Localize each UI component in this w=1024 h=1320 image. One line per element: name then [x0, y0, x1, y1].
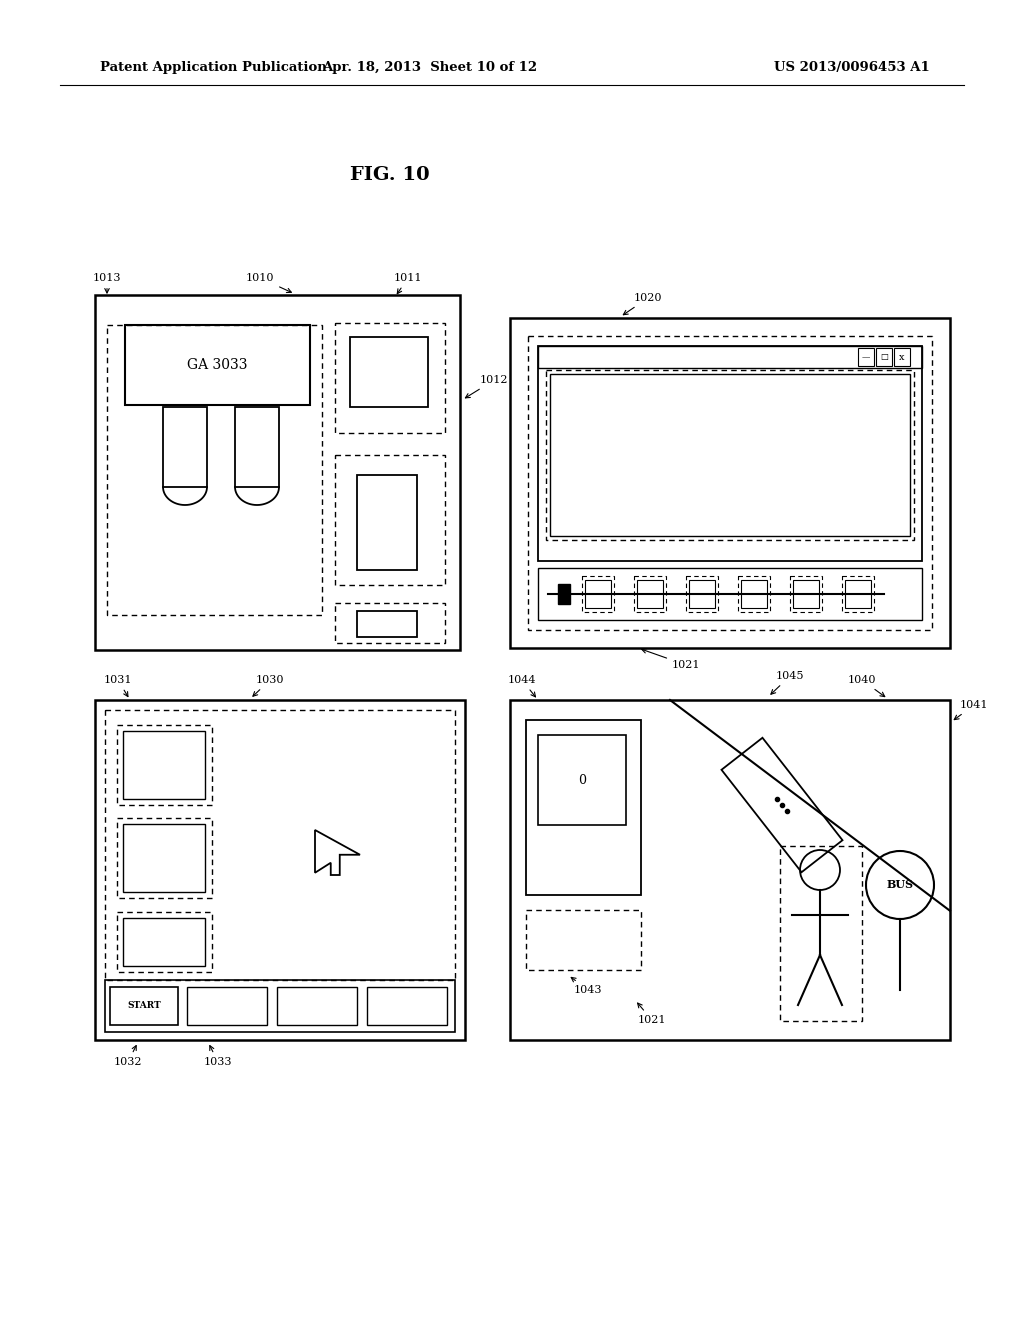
- Bar: [528, 337, 932, 630]
- Text: 1040: 1040: [848, 675, 885, 697]
- Text: US 2013/0096453 A1: US 2013/0096453 A1: [774, 62, 930, 74]
- Bar: [858, 348, 874, 366]
- Bar: [105, 710, 455, 979]
- Bar: [105, 979, 455, 1032]
- Text: 1020: 1020: [624, 293, 663, 314]
- Bar: [106, 325, 322, 615]
- Bar: [550, 374, 910, 536]
- Bar: [738, 576, 770, 612]
- Bar: [876, 348, 892, 366]
- Bar: [634, 576, 666, 612]
- Bar: [367, 987, 447, 1026]
- Bar: [357, 611, 417, 638]
- Bar: [689, 579, 715, 609]
- Text: 1030: 1030: [253, 675, 285, 696]
- Text: □: □: [880, 352, 888, 360]
- Text: 1012: 1012: [466, 375, 509, 397]
- Bar: [526, 719, 641, 895]
- Bar: [538, 346, 922, 368]
- Bar: [163, 407, 207, 487]
- Bar: [538, 735, 626, 825]
- Bar: [845, 579, 871, 609]
- Bar: [510, 700, 950, 1040]
- Bar: [582, 576, 614, 612]
- Bar: [780, 846, 862, 1020]
- Bar: [357, 475, 417, 570]
- Bar: [117, 725, 212, 805]
- Bar: [123, 824, 205, 892]
- Text: 1013: 1013: [93, 273, 121, 293]
- Bar: [117, 818, 212, 898]
- Bar: [278, 987, 357, 1026]
- Text: Apr. 18, 2013  Sheet 10 of 12: Apr. 18, 2013 Sheet 10 of 12: [323, 62, 538, 74]
- Bar: [585, 579, 611, 609]
- Bar: [558, 583, 570, 605]
- Text: 1011: 1011: [394, 273, 422, 293]
- Bar: [117, 912, 212, 972]
- Bar: [686, 576, 718, 612]
- Bar: [125, 325, 310, 405]
- Bar: [110, 987, 178, 1026]
- Bar: [95, 700, 465, 1040]
- Bar: [510, 318, 950, 648]
- Bar: [234, 407, 279, 487]
- Bar: [538, 346, 922, 561]
- Text: 1032: 1032: [114, 1045, 142, 1067]
- Bar: [538, 568, 922, 620]
- Bar: [335, 323, 445, 433]
- Text: BUS: BUS: [887, 879, 913, 891]
- Bar: [793, 579, 819, 609]
- Text: 1021: 1021: [642, 648, 700, 671]
- Bar: [335, 603, 445, 643]
- Text: 1033: 1033: [204, 1045, 232, 1067]
- Bar: [123, 917, 205, 966]
- Text: x: x: [899, 352, 905, 362]
- Bar: [842, 576, 874, 612]
- Text: 1044: 1044: [508, 675, 537, 697]
- Bar: [95, 294, 460, 649]
- Text: 0: 0: [578, 774, 586, 787]
- Bar: [335, 455, 445, 585]
- Text: 1031: 1031: [103, 675, 132, 697]
- Text: 1043: 1043: [571, 977, 602, 995]
- Bar: [546, 370, 914, 540]
- Text: FIG. 10: FIG. 10: [350, 166, 430, 183]
- Text: 1021: 1021: [638, 1003, 667, 1026]
- Bar: [790, 576, 822, 612]
- Text: —: —: [862, 352, 870, 360]
- Bar: [894, 348, 910, 366]
- Bar: [637, 579, 663, 609]
- Text: 1010: 1010: [246, 273, 292, 293]
- Bar: [187, 987, 267, 1026]
- Text: START: START: [127, 1002, 161, 1011]
- Text: 1045: 1045: [771, 671, 804, 694]
- Text: 1041: 1041: [954, 700, 988, 719]
- Text: GA 3033: GA 3033: [186, 358, 247, 372]
- Bar: [350, 337, 428, 407]
- Bar: [741, 579, 767, 609]
- Bar: [526, 909, 641, 970]
- Bar: [123, 731, 205, 799]
- Text: Patent Application Publication: Patent Application Publication: [100, 62, 327, 74]
